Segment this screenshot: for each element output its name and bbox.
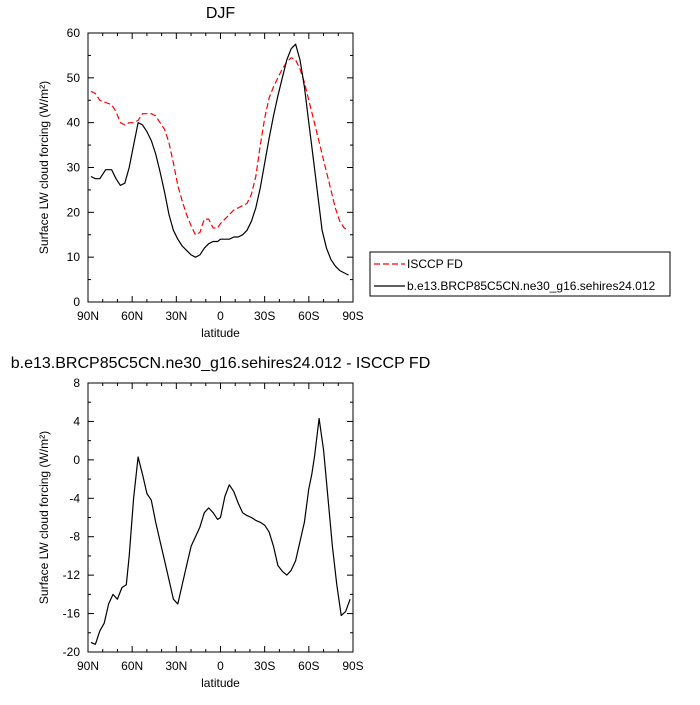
x-tick-label: 30N [165, 659, 187, 673]
chart-title: b.e13.BRCP85C5CN.ne30_g16.sehires24.012 … [11, 355, 431, 372]
legend: ISCCP FD b.e13.BRCP85C5CN.ne30_g16.sehire… [369, 251, 671, 297]
x-tick-label: 90N [77, 309, 99, 323]
y-tick-label: 50 [67, 71, 81, 85]
y-axis-label: Surface LW cloud forcing (W/m²) [37, 81, 51, 254]
y-tick-label: 60 [67, 26, 81, 40]
y-tick-label: -16 [63, 607, 81, 621]
x-tick-label: 90S [342, 309, 363, 323]
series-line-1 [90, 57, 349, 236]
series-line-1 [90, 417, 351, 645]
x-axis-label: latitude [201, 326, 240, 340]
x-tick-label: 60N [121, 659, 143, 673]
x-tick-label: 90S [342, 659, 363, 673]
y-tick-label: -20 [63, 645, 81, 659]
x-tick-label: 30S [254, 309, 275, 323]
y-tick-label: 20 [67, 205, 81, 219]
y-tick-label: 0 [73, 453, 80, 467]
y-tick-label: 0 [73, 295, 80, 309]
x-tick-label: 30N [165, 309, 187, 323]
legend-entry-1: ISCCP FD [407, 257, 463, 271]
y-tick-label: -12 [63, 568, 81, 582]
legend-box [369, 251, 671, 297]
y-tick-label: 10 [67, 250, 81, 264]
x-axis-label: latitude [201, 676, 240, 690]
series-line-2 [90, 43, 349, 276]
y-tick-label: 4 [73, 414, 80, 428]
y-tick-label: 30 [67, 161, 81, 175]
x-tick-label: 0 [217, 309, 224, 323]
x-tick-label: 60S [298, 309, 319, 323]
chart-2: b.e13.BRCP85C5CN.ne30_g16.sehires24.012 … [11, 355, 431, 690]
y-tick-label: 8 [73, 376, 80, 390]
y-tick-label: -8 [69, 530, 80, 544]
x-tick-label: 90N [77, 659, 99, 673]
legend-entry-2: b.e13.BRCP85C5CN.ne30_g16.sehires24.012 [407, 279, 655, 293]
x-tick-label: 30S [254, 659, 275, 673]
x-tick-label: 60N [121, 309, 143, 323]
y-axis-label: Surface LW cloud forcing (W/m²) [37, 431, 51, 604]
chart-title: DJF [206, 5, 236, 22]
y-tick-label: 40 [67, 116, 81, 130]
plot-frame [87, 32, 354, 303]
x-tick-label: 60S [298, 659, 319, 673]
x-tick-label: 0 [217, 659, 224, 673]
y-tick-label: -4 [69, 491, 80, 505]
chart-1: DJF 90N 60N 30N 0 30S 60S 90S 0 10 20 30 40 50 60 latit… [37, 5, 364, 340]
